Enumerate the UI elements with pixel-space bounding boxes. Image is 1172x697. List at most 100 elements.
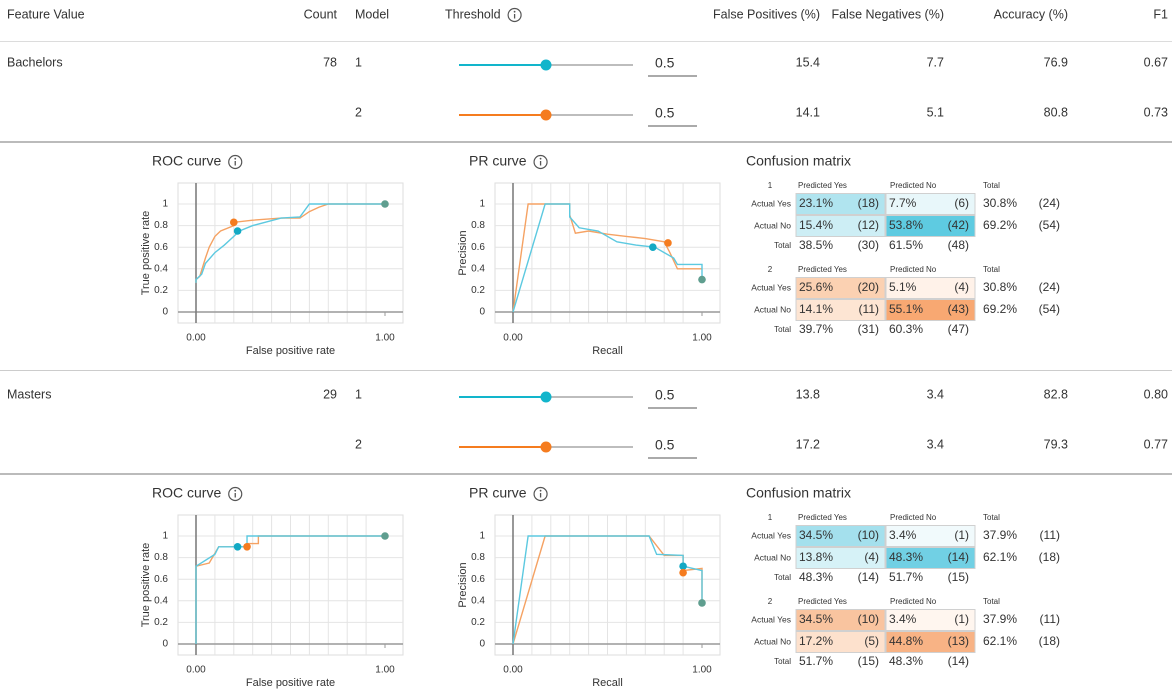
header-fp: False Positives (%): [713, 7, 820, 21]
x-tick-label: 0.00: [186, 333, 206, 344]
header-feature: Feature Value: [7, 7, 85, 21]
info-icon-dot: [539, 489, 542, 492]
x-tick-label: 1.00: [375, 665, 395, 676]
y-tick-label: 0.8: [154, 552, 168, 563]
info-icon[interactable]: [228, 486, 243, 502]
y-tick-label: 0.2: [471, 617, 485, 628]
y-tick-label: 0.2: [154, 285, 168, 296]
info-icon[interactable]: [533, 486, 548, 502]
cm-col-header: Predicted Yes: [798, 513, 847, 522]
cm-title: Confusion matrix: [746, 485, 851, 501]
threshold-point: [698, 275, 706, 284]
y-tick-label: 0.4: [471, 595, 485, 606]
count: 78: [323, 55, 337, 69]
info-icon-dot: [539, 157, 542, 160]
cm-cell-count: (4): [864, 550, 879, 564]
accuracy: 80.8: [1044, 105, 1068, 119]
y-tick-label: 0.2: [154, 617, 168, 628]
cm-total-count: (24): [1039, 196, 1060, 210]
threshold-input[interactable]: 0.5: [655, 105, 675, 121]
y-tick-label: 0: [162, 307, 168, 318]
cm-col-header: Total: [983, 513, 1000, 522]
model: 1: [355, 387, 362, 401]
cm-col-total-pct: 48.3%: [799, 570, 833, 584]
x-axis-label: Recall: [592, 677, 623, 689]
cm-total-count: (18): [1039, 550, 1060, 564]
cm-cell-count: (5): [864, 634, 879, 648]
cm-cell: [795, 547, 886, 569]
cm-total-count: (18): [1039, 634, 1060, 648]
false-positives: 17.2: [796, 437, 820, 451]
slider-knob[interactable]: [540, 391, 552, 403]
slider-knob[interactable]: [540, 441, 552, 453]
threshold-input[interactable]: 0.5: [655, 387, 675, 403]
threshold-point: [679, 562, 687, 571]
chart-title: PR curve: [469, 153, 527, 169]
false-positives: 15.4: [796, 55, 820, 69]
cm-total-pct: 37.9%: [983, 528, 1017, 542]
info-icon[interactable]: [228, 154, 243, 170]
cm-col-header: Total: [983, 181, 1000, 190]
cm-cell-count: (4): [954, 280, 969, 294]
threshold-input[interactable]: 0.5: [655, 437, 675, 453]
info-icon[interactable]: [533, 154, 548, 170]
cm-row-label: Total: [774, 325, 791, 334]
cm-cell: [795, 193, 886, 215]
cm-cell: [795, 215, 886, 237]
false-negatives: 3.4: [927, 387, 944, 401]
info-icon-dot: [234, 157, 237, 160]
threshold-point: [243, 543, 251, 551]
y-tick-label: 0: [479, 307, 485, 318]
cm-cell-pct: 34.5%: [799, 612, 833, 626]
cm-cell-count: (6): [954, 196, 969, 210]
cm-cell: [795, 631, 886, 653]
f1: 0.80: [1144, 387, 1168, 401]
x-axis-label: Recall: [592, 345, 623, 357]
slider-knob[interactable]: [540, 109, 552, 121]
model: 2: [355, 437, 362, 451]
cm-total-count: (24): [1039, 280, 1060, 294]
cm-cell-pct: 13.8%: [799, 550, 833, 564]
feature-value: Bachelors: [7, 55, 63, 69]
threshold-point: [381, 200, 389, 208]
cm-model: 2: [768, 265, 773, 274]
cm-col-total-count: (15): [948, 570, 969, 584]
y-tick-label: 0: [479, 639, 485, 650]
cm-col-header: Predicted Yes: [798, 181, 847, 190]
cm-cell-count: (43): [948, 302, 969, 316]
slider-knob[interactable]: [540, 59, 552, 71]
cm-cell-count: (10): [858, 528, 879, 542]
header-count: Count: [304, 7, 338, 21]
y-tick-label: 0.4: [154, 595, 168, 606]
cm-cell-count: (14): [948, 550, 969, 564]
cm-model: 2: [768, 597, 773, 606]
y-tick-label: 0.2: [471, 285, 485, 296]
cm-total-pct: 30.8%: [983, 280, 1017, 294]
false-negatives: 5.1: [927, 105, 944, 119]
cm-total-pct: 69.2%: [983, 302, 1017, 316]
cm-cell-count: (1): [954, 528, 969, 542]
y-tick-label: 0.6: [471, 574, 485, 585]
cm-row-label: Actual Yes: [751, 614, 791, 624]
cm-cell-count: (12): [858, 218, 879, 232]
threshold-point: [381, 532, 389, 540]
cm-col-total-count: (31): [858, 322, 879, 336]
x-tick-label: 0.00: [503, 665, 523, 676]
threshold-point: [664, 239, 672, 247]
false-positives: 14.1: [796, 105, 820, 119]
info-icon[interactable]: [507, 7, 522, 23]
y-tick-label: 0.8: [471, 220, 485, 231]
cm-col-header: Predicted No: [890, 597, 937, 606]
cm-col-total-count: (48): [948, 238, 969, 252]
cm-cell: [795, 299, 886, 321]
threshold-point: [233, 543, 242, 551]
cm-cell: [885, 525, 976, 547]
cm-cell-pct: 55.1%: [889, 302, 923, 316]
false-negatives: 3.4: [927, 437, 944, 451]
cm-cell: [885, 631, 976, 653]
cm-total-count: (54): [1039, 218, 1060, 232]
cm-col-header: Total: [983, 597, 1000, 606]
cm-col-header: Predicted No: [890, 181, 937, 190]
threshold-input[interactable]: 0.5: [655, 55, 675, 71]
